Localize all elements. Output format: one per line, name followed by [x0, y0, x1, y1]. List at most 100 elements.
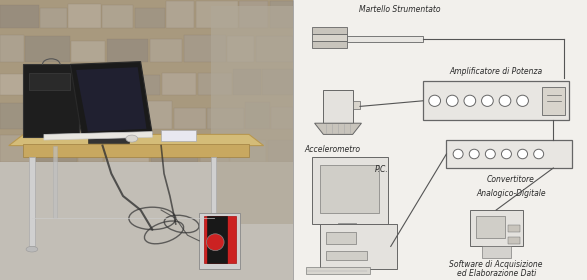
Bar — [0, 0, 293, 174]
Bar — [150, 141, 198, 162]
Bar — [107, 39, 149, 62]
Text: Amplificatore di Potenza: Amplificatore di Potenza — [450, 67, 543, 76]
Bar — [204, 216, 236, 263]
Bar — [38, 104, 77, 129]
Bar — [68, 4, 101, 28]
Bar — [312, 27, 347, 34]
Polygon shape — [44, 132, 152, 140]
Bar — [40, 8, 67, 28]
Ellipse shape — [126, 135, 138, 142]
Bar — [89, 68, 130, 95]
Text: P.C.: P.C. — [375, 165, 389, 174]
Ellipse shape — [208, 246, 220, 252]
Bar — [446, 140, 572, 168]
Bar — [102, 5, 133, 28]
Bar — [71, 41, 105, 62]
Bar — [25, 36, 70, 62]
Bar — [199, 213, 240, 269]
Bar — [268, 140, 293, 162]
Bar — [36, 141, 77, 162]
Bar — [166, 1, 194, 28]
Bar — [131, 75, 160, 95]
Bar — [475, 216, 505, 238]
Polygon shape — [315, 123, 362, 134]
Bar — [312, 157, 388, 224]
Bar — [29, 73, 70, 90]
Bar — [227, 36, 254, 62]
Bar — [321, 165, 379, 213]
Circle shape — [429, 95, 440, 106]
Circle shape — [464, 95, 475, 106]
Bar — [207, 108, 244, 129]
Bar — [233, 69, 261, 95]
Circle shape — [469, 149, 479, 159]
Bar — [423, 81, 569, 120]
Text: Software di Acquisizione: Software di Acquisizione — [450, 260, 543, 269]
Bar — [41, 68, 87, 95]
Circle shape — [518, 149, 528, 159]
Bar — [0, 35, 23, 62]
Bar — [326, 232, 356, 244]
Bar — [508, 225, 519, 232]
Bar — [245, 102, 269, 129]
Circle shape — [499, 95, 511, 106]
Bar — [207, 216, 227, 263]
Bar — [271, 107, 293, 129]
Bar — [196, 1, 238, 28]
Bar — [0, 5, 39, 28]
Bar — [29, 157, 35, 246]
Bar — [23, 64, 79, 137]
Bar — [542, 87, 565, 115]
Bar — [262, 69, 293, 95]
Bar — [323, 90, 353, 123]
Bar — [312, 41, 347, 48]
Circle shape — [534, 149, 544, 159]
Bar — [0, 162, 293, 280]
Bar — [134, 8, 165, 28]
Circle shape — [446, 95, 458, 106]
Bar — [0, 102, 37, 129]
Bar — [326, 251, 367, 260]
Circle shape — [453, 149, 463, 159]
Bar — [78, 108, 119, 129]
Bar — [105, 143, 149, 162]
Bar — [23, 144, 249, 157]
Bar — [53, 146, 57, 218]
Polygon shape — [70, 62, 152, 137]
Bar — [78, 136, 103, 162]
Bar — [481, 246, 511, 258]
Circle shape — [481, 95, 493, 106]
Bar — [321, 224, 397, 269]
Bar — [347, 36, 423, 42]
Polygon shape — [9, 134, 264, 146]
Bar — [184, 34, 226, 62]
Bar — [121, 101, 172, 129]
Bar — [230, 140, 266, 162]
Bar — [338, 223, 356, 231]
Bar — [239, 1, 268, 28]
Bar — [312, 34, 347, 41]
Text: Analogico-Digitale: Analogico-Digitale — [476, 189, 546, 198]
Polygon shape — [76, 67, 147, 132]
Circle shape — [501, 149, 511, 159]
Bar — [211, 157, 216, 246]
Bar — [269, 1, 293, 28]
Circle shape — [207, 234, 224, 251]
Bar — [306, 267, 370, 274]
Bar — [174, 108, 206, 129]
Bar — [470, 210, 522, 246]
Bar — [198, 73, 232, 95]
Text: Accelerometro: Accelerometro — [304, 145, 360, 154]
Bar — [353, 101, 360, 109]
Bar — [200, 140, 228, 162]
Circle shape — [517, 95, 528, 106]
Ellipse shape — [26, 246, 38, 252]
Bar — [0, 135, 35, 162]
Text: Martello Strumentato: Martello Strumentato — [359, 5, 440, 14]
Text: Convertitore: Convertitore — [487, 175, 535, 184]
Bar — [0, 74, 39, 95]
Bar — [211, 6, 293, 224]
Bar — [150, 39, 183, 62]
Bar — [88, 134, 129, 143]
Circle shape — [485, 149, 495, 159]
